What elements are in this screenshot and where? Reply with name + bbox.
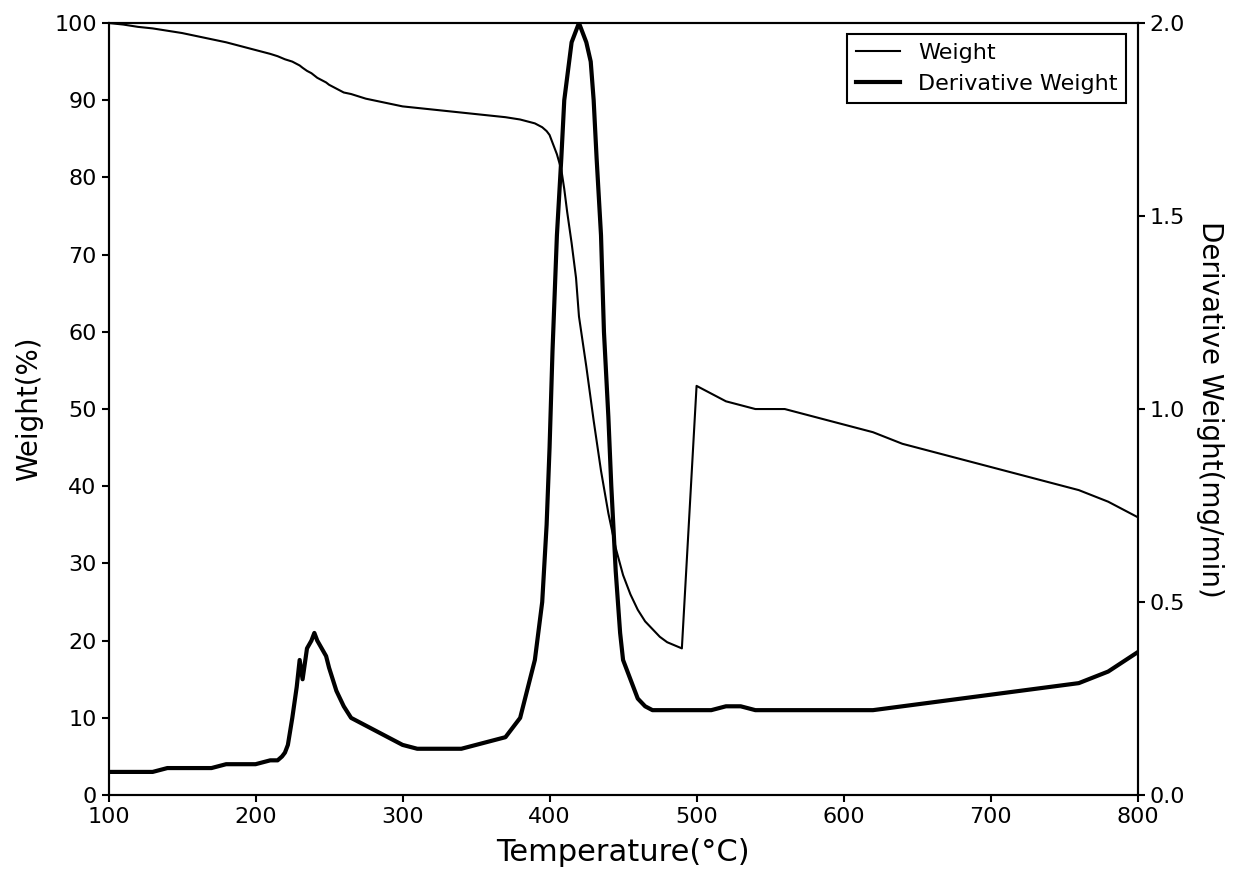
Derivative Weight (535, 597, 550, 608)
Weight (233, 41, 248, 51)
Derivative Weight (270, 755, 285, 766)
Line: Weight: Weight (109, 23, 1137, 648)
Derivative Weight (102, 766, 116, 777)
Weight (866, 427, 881, 437)
Weight (300, 65, 315, 76)
Line: Derivative Weight: Derivative Weight (109, 23, 1137, 772)
Derivative Weight (616, 654, 631, 665)
Legend: Weight, Derivative Weight: Weight, Derivative Weight (847, 34, 1126, 103)
Weight (674, 643, 689, 654)
Weight (102, 18, 116, 28)
X-axis label: Temperature(°C): Temperature(°C) (497, 838, 750, 867)
Derivative Weight (295, 674, 310, 684)
Derivative Weight (1130, 647, 1145, 658)
Derivative Weight (719, 701, 733, 712)
Weight (263, 49, 278, 59)
Derivative Weight (571, 18, 586, 28)
Weight (1130, 512, 1145, 522)
Derivative Weight (280, 740, 295, 751)
Weight (395, 101, 410, 112)
Y-axis label: Derivative Weight(mg/min): Derivative Weight(mg/min) (1196, 220, 1224, 597)
Weight (539, 126, 554, 137)
Y-axis label: Weight(%): Weight(%) (15, 337, 43, 482)
